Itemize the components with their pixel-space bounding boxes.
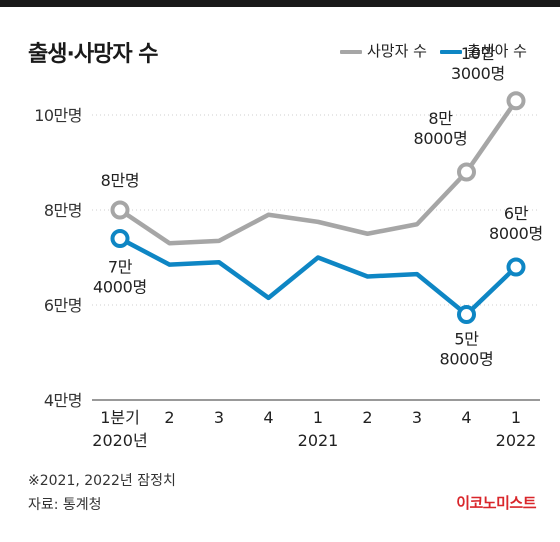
x-tick-label: 4 [263, 408, 273, 427]
x-tick-label: 1 [313, 408, 323, 427]
data-point-marker [457, 162, 476, 182]
data-label-line: 6만 [504, 204, 529, 223]
x-tick-label: 2 [164, 408, 174, 427]
x-tick-label: 1 [511, 408, 521, 427]
series-group-1 [110, 229, 526, 324]
data-label-line: 8000명 [414, 129, 468, 148]
data-label: 8만명 [101, 171, 140, 190]
legend-label-births: 출생아 수 [467, 42, 527, 60]
series-line [117, 236, 519, 317]
data-label: 6만 8000명 [489, 204, 543, 243]
data-point-marker [110, 200, 130, 220]
data-point-marker [506, 257, 526, 277]
chart-title: 출생·사망자 수 [28, 42, 158, 67]
brand-logo: 이코노미스트 [456, 494, 536, 512]
legend-swatch-births [440, 49, 462, 54]
data-label-line: 4000명 [93, 278, 147, 297]
x-year-label: 2022 [496, 431, 537, 450]
legend-swatch-deaths [340, 49, 362, 54]
x-tick-label: 1분기 [100, 408, 140, 427]
y-tick-label: 10만명 [34, 106, 82, 125]
top-rule [0, 0, 560, 7]
x-year-label: 2020년 [92, 431, 147, 450]
data-label-line: 10만 [461, 44, 496, 63]
legend-item-deaths: 사망자 수 [340, 40, 427, 61]
y-tick-label: 4만명 [44, 391, 82, 410]
data-label: 8만 8000명 [414, 109, 468, 148]
data-label-line: 8000명 [489, 224, 543, 243]
data-label: 7만 4000명 [93, 258, 147, 297]
y-tick-label: 6만명 [44, 296, 82, 315]
x-tick-label: 2 [362, 408, 372, 427]
series-group-0 [110, 91, 526, 246]
x-tick-label: 3 [412, 408, 422, 427]
data-point-marker [110, 229, 130, 248]
y-tick-label: 8만명 [44, 201, 82, 220]
x-tick-label: 3 [214, 408, 224, 427]
data-label-line: 7만 [108, 258, 133, 277]
data-label-line: 8000명 [440, 350, 494, 369]
data-point-marker [506, 91, 526, 111]
footnote: ※2021, 2022년 잠정치 [28, 473, 176, 489]
legend-label-deaths: 사망자 수 [367, 42, 427, 60]
x-tick-label: 4 [461, 408, 471, 427]
legend-item-births: 출생아 수 [440, 40, 527, 61]
series-line [117, 98, 519, 246]
data-label-line: 8만명 [101, 171, 140, 190]
data-label: 5만 8000명 [440, 330, 494, 369]
data-point-marker [457, 305, 476, 324]
source-note: 자료: 통계청 [28, 497, 102, 513]
data-label: 10만 3000명 [451, 44, 505, 83]
data-label-line: 3000명 [451, 64, 505, 83]
x-year-label: 2021 [298, 431, 339, 450]
data-label-line: 8만 [428, 109, 453, 128]
data-label-line: 5만 [454, 330, 479, 349]
